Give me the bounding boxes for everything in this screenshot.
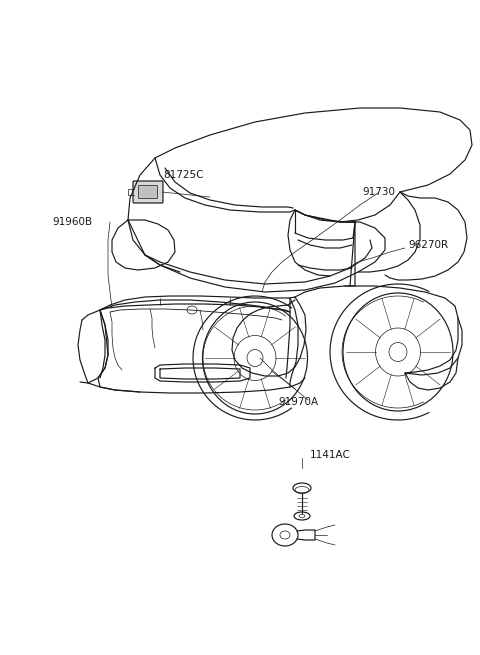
Text: 91970A: 91970A [278, 397, 318, 407]
FancyBboxPatch shape [139, 185, 157, 198]
Text: 81725C: 81725C [163, 170, 204, 180]
FancyBboxPatch shape [133, 181, 163, 203]
Text: 1141AC: 1141AC [310, 450, 350, 460]
Text: 96270R: 96270R [408, 240, 448, 250]
Text: 91730: 91730 [362, 187, 395, 197]
Text: 91960B: 91960B [52, 217, 92, 227]
